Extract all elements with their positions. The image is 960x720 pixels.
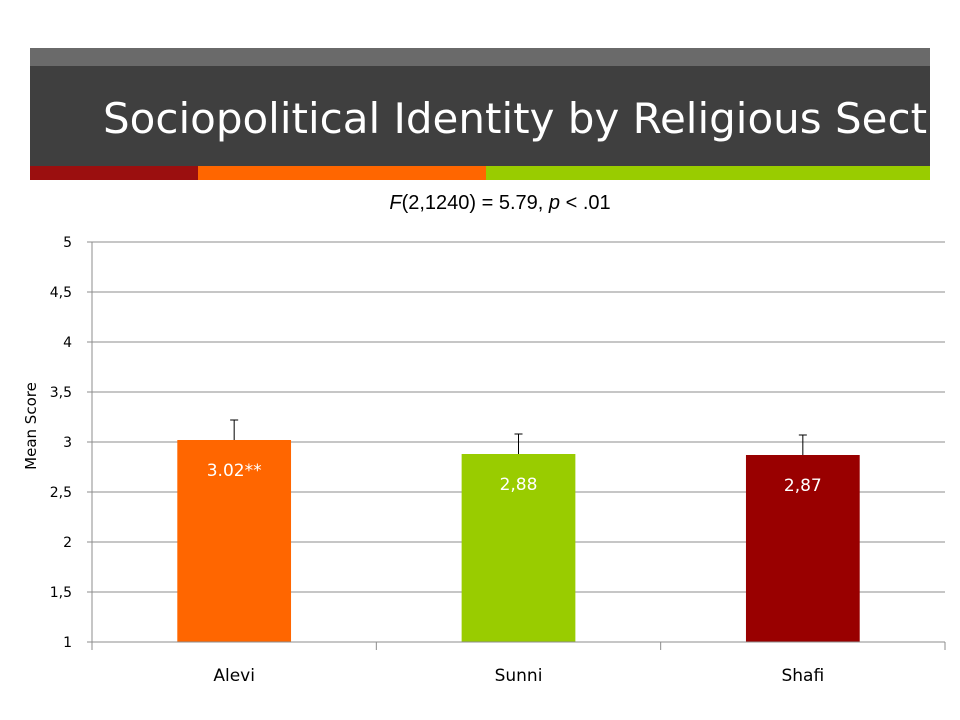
bar-shafi [745,455,860,642]
stat-values: (2,1240) = 5.79, [401,192,549,214]
y-tick-label: 5 [63,235,72,251]
bars: 3.02** 2,88 2,87 [177,419,860,642]
title-band: Sociopolitical Identity by Religious Sec… [30,66,930,166]
x-category-label: Alevi [213,666,255,686]
y-tick-label: 4 [63,335,72,351]
x-category-label: Shafi [781,666,824,686]
bar-alevi [177,440,292,642]
y-tick-label: 3 [63,435,72,451]
anova-statistic: F(2,1240) = 5.79, p < .01 [300,192,700,215]
accent-bar-green [486,166,930,180]
data-label: 2,87 [784,476,822,496]
y-axis-title: Mean Score [22,382,40,470]
title-band-top [30,48,930,66]
y-tick-label: 3,5 [50,385,72,401]
data-label: 3.02** [207,461,262,481]
stat-threshold: < .01 [560,192,611,214]
accent-bar-orange [198,166,486,180]
y-tick-label: 2 [63,535,72,551]
stat-f-symbol: F [389,192,402,214]
slide-title: Sociopolitical Identity by Religious Sec… [103,94,928,143]
y-tick-label: 1 [63,635,72,651]
accent-bar-red [30,166,198,180]
bar-sunni [461,454,576,642]
y-tick-label: 2,5 [50,485,72,501]
x-category-label: Sunni [495,666,543,686]
y-tick-label: 4,5 [50,285,72,301]
y-tick-label: 1,5 [50,585,72,601]
axes: 1 1,5 2 2,5 3 3,5 4 4,5 5 Alevi Sunni Shafi [50,235,946,686]
stat-p-symbol: p [548,192,561,214]
data-label: 2,88 [500,475,538,495]
